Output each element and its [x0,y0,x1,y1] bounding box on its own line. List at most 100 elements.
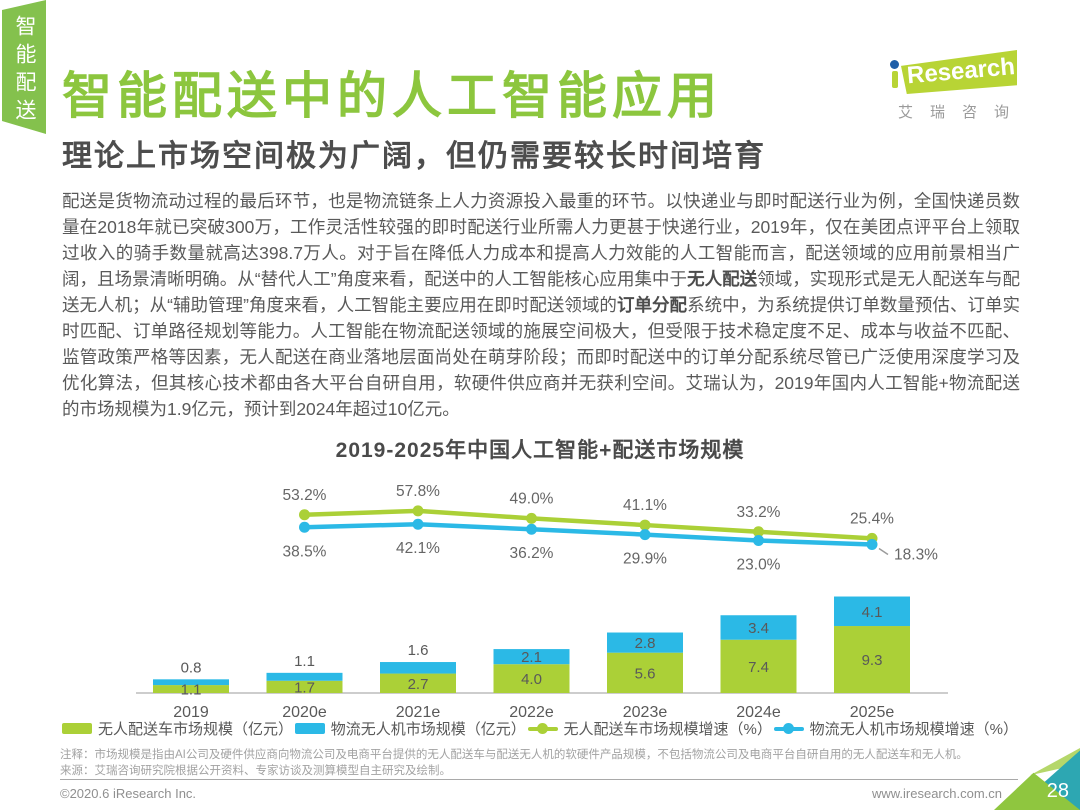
growth-line-point [299,521,310,533]
bar-value-label: 0.8 [181,659,202,676]
logo-brand-text: Research [905,53,1016,90]
paragraph-bold-text: 无人配送 [687,269,758,289]
bar-segment-vehicle [493,664,570,693]
growth-value-label: 25.4% [850,510,894,527]
page-title: 智能配送中的人工智能应用 [62,68,722,124]
legend-item: 物流无人机市场规模（亿元） [294,718,526,739]
bar-value-label: 1.1 [294,653,315,670]
x-axis-tick-label: 2023e [623,704,668,721]
chart-legend: 无人配送车市场规模（亿元） 物流无人机市场规模（亿元） 无人配送车市场规模增速（%）… [62,718,1018,739]
logo-i-stem-icon [891,71,898,88]
body-paragraph: 配送是货物流动过程的最后环节，也是物流链条上人力资源投入最重的环节。以快递业与即… [62,188,1020,422]
growth-value-label: 33.2% [737,504,781,521]
paragraph-text: 系统中，为系统提供订单数量预估、订单实时匹配、订单路径规划等能力。人工智能在物流… [62,295,1021,419]
bar-segment-drone [720,615,797,640]
footer-copyright: ©2020.6 iResearch Inc. [60,786,197,801]
footer-website: www.iresearch.com.cn [871,786,1002,801]
chapter-ribbon-label: 智能配送 [13,15,36,127]
growth-value-label: 53.2% [283,487,327,504]
bar-value-label: 5.6 [635,665,656,682]
growth-line-point [639,519,651,531]
page-subtitle: 理论上市场空间极为广阔，但仍需要较长时间培育 [62,140,766,173]
growth-line-point [526,512,537,524]
x-axis-tick-label: 2021e [396,704,441,721]
legend-item: 物流无人机市场规模增速（%） [773,718,1018,739]
paragraph-bold-text: 订单分配 [616,295,688,315]
growth-value-label: 18.3% [894,546,938,563]
chapter-ribbon: 智能配送 [2,0,46,134]
bar-segment-drone [380,662,456,674]
market-chart: 1.1 0.8 2019 1.7 1.1 2020e 2.7 1.6 2021e 4.0 2.1 20… [136,483,948,721]
bar-segment-drone [607,632,683,653]
growth-line-point [753,534,764,546]
bar-value-label: 1.7 [294,679,315,696]
note-source: 来源：艾瑞咨询研究院根据公开资料、专家访谈及测算模型自主研究及绘制。 [60,765,451,777]
logo-chinese-name: 艾瑞咨询 [898,104,1027,121]
bar-segment-drone [493,649,570,665]
bar-value-label: 2.1 [521,649,542,666]
legend-label: 物流无人机市场规模（亿元） [330,721,526,738]
growth-value-label: 41.1% [623,497,667,514]
x-axis-tick-label: 2024e [736,704,781,721]
bar-segment-vehicle [720,639,797,693]
paragraph-text: 配送是货物流动过程的最后环节，也是物流链条上人力资源投入最重的环节。以快递业与即… [62,191,1020,289]
growth-line-point [866,538,878,550]
legend-label: 物流无人机市场规模增速（%） [809,721,1018,738]
bar-value-label: 4.1 [862,604,883,621]
legend-line-dot-icon [537,723,549,734]
bar-value-label: 1.1 [181,682,202,699]
growth-value-label: 23.0% [737,556,781,573]
legend-bar-swatch-icon [294,723,325,734]
bar-segment-vehicle [266,680,343,693]
x-axis-tick-label: 2019 [173,704,209,721]
legend-bar-swatch-icon [62,723,92,734]
bar-segment-drone [834,596,910,627]
growth-line [302,508,875,541]
bar-value-label: 3.4 [748,620,769,637]
bar-value-label: 9.3 [862,652,883,669]
legend-line-swatch-icon [773,723,804,734]
page-number: 28 [1046,780,1069,802]
legend-line-swatch-icon [527,723,558,734]
x-axis-tick-label: 2022e [509,704,554,721]
growth-value-label: 29.9% [623,551,667,568]
bar-segment-vehicle [607,652,683,693]
bar-value-label: 1.6 [408,642,429,659]
note-definition: 注释：市场规模是指由AI公司及硬件供应商向物流公司及电商平台提供的无人配送车与配… [60,749,968,761]
logo-flag: Research [901,50,1017,94]
growth-value-label: 36.2% [510,545,554,562]
bar-segment-vehicle [834,626,910,693]
growth-line-point [753,526,764,538]
bar-value-label: 7.4 [748,659,769,676]
growth-line-point [639,529,651,541]
x-axis-tick-label: 2025e [850,704,895,721]
legend-line-dot-icon [783,723,795,734]
logo-letter-i [890,60,899,88]
bar-value-label: 2.7 [408,676,429,693]
growth-line-point [526,523,537,535]
bar-segment-vehicle [153,685,229,693]
growth-value-label: 57.8% [396,483,440,500]
x-axis-tick-label: 2020e [282,704,327,721]
label-connector [878,547,889,556]
chart-notes: 注释：市场规模是指由AI公司及硬件供应商向物流公司及电商平台提供的无人配送车与配… [60,747,1020,779]
growth-line-point [412,518,424,530]
logo-row: Research [890,50,1022,94]
bar-segment-drone [153,679,229,686]
growth-line-point [299,509,310,521]
growth-value-label: 38.5% [283,543,327,560]
bar-value-label: 4.0 [521,671,542,688]
growth-value-label: 42.1% [396,540,440,557]
legend-label: 无人配送车市场规模增速（%） [563,721,772,738]
growth-line-point [412,505,424,517]
logo-i-dot-icon [890,60,899,69]
growth-value-label: 49.0% [510,490,554,507]
bar-value-label: 2.8 [635,635,656,652]
growth-line [302,521,875,547]
iresearch-logo: Research 艾瑞咨询 [890,50,1022,122]
legend-item: 无人配送车市场规模（亿元） [62,718,293,739]
bar-segment-drone [266,672,343,681]
legend-item: 无人配送车市场规模增速（%） [527,718,772,739]
chart-title: 2019-2025年中国人工智能+配送市场规模 [335,439,745,462]
